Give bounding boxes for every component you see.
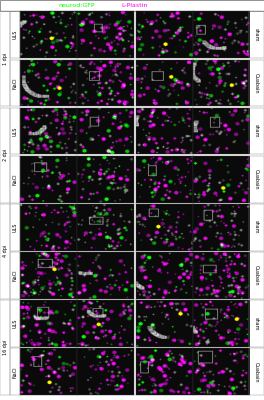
Text: neurod:GFP: neurod:GFP [59, 3, 95, 8]
Text: 2 dpi: 2 dpi [3, 149, 7, 161]
Text: NaCl: NaCl [13, 366, 17, 378]
Text: NaCl: NaCl [13, 270, 17, 281]
Text: sham: sham [254, 220, 259, 234]
Text: Ouabain: Ouabain [254, 73, 259, 93]
Text: NaCl: NaCl [13, 77, 17, 89]
Text: sham: sham [254, 317, 259, 330]
Text: 4 dpi: 4 dpi [3, 245, 7, 258]
Text: ULS: ULS [13, 319, 17, 328]
Text: sham: sham [254, 28, 259, 41]
Text: 1 dpi: 1 dpi [3, 53, 7, 65]
Text: ULS: ULS [13, 222, 17, 232]
Text: ULS: ULS [13, 30, 17, 39]
Text: NaCl: NaCl [13, 174, 17, 185]
Text: DAPI: DAPI [185, 3, 200, 8]
Text: Ouabain: Ouabain [254, 362, 259, 382]
Text: L-Plastin: L-Plastin [122, 3, 148, 8]
Text: Ouabain: Ouabain [254, 169, 259, 190]
Text: 16 dpi: 16 dpi [3, 340, 7, 355]
Text: sham: sham [254, 124, 259, 138]
Text: Ouabain: Ouabain [254, 265, 259, 286]
Text: ULS: ULS [13, 126, 17, 136]
